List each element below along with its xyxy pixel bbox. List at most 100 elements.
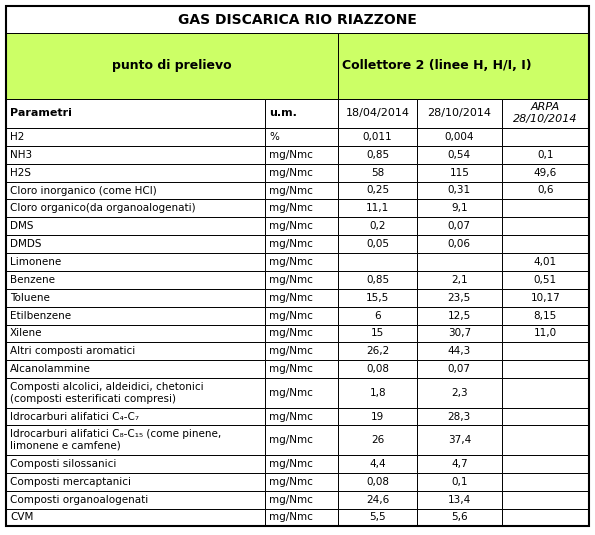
Text: GAS DISCARICA RIO RIAZZONE: GAS DISCARICA RIO RIAZZONE bbox=[178, 13, 417, 27]
Bar bbox=[265, 491, 339, 508]
Text: mg/Nmc: mg/Nmc bbox=[270, 150, 314, 160]
Text: 5,5: 5,5 bbox=[369, 513, 386, 523]
Text: 26: 26 bbox=[371, 435, 384, 445]
Text: Toluene: Toluene bbox=[10, 293, 50, 303]
Bar bbox=[265, 508, 339, 526]
Bar bbox=[265, 98, 339, 128]
Text: Composti alcolici, aldeidici, chetonici
(composti esterificati compresi): Composti alcolici, aldeidici, chetonici … bbox=[10, 382, 203, 404]
Bar bbox=[339, 491, 417, 508]
Text: 15,5: 15,5 bbox=[366, 293, 389, 303]
Bar bbox=[502, 271, 589, 289]
Bar bbox=[339, 128, 417, 146]
Bar bbox=[6, 491, 265, 508]
Bar bbox=[265, 235, 339, 253]
Bar bbox=[339, 181, 417, 200]
Text: 0,85: 0,85 bbox=[366, 275, 389, 285]
Bar bbox=[6, 181, 265, 200]
Bar bbox=[265, 164, 339, 181]
Text: Idrocarburi alifatici C₈-C₁₅ (come pinene,
limonene e camfene): Idrocarburi alifatici C₈-C₁₅ (come pinen… bbox=[10, 430, 221, 451]
Bar bbox=[265, 128, 339, 146]
Text: 0,85: 0,85 bbox=[366, 150, 389, 160]
Text: DMS: DMS bbox=[10, 221, 33, 231]
Text: 0,54: 0,54 bbox=[447, 150, 471, 160]
Text: 0,07: 0,07 bbox=[448, 364, 471, 374]
Text: Composti organoalogenati: Composti organoalogenati bbox=[10, 494, 148, 505]
Text: Altri composti aromatici: Altri composti aromatici bbox=[10, 346, 135, 356]
Bar bbox=[265, 473, 339, 491]
Text: mg/Nmc: mg/Nmc bbox=[270, 186, 314, 195]
Text: Limonene: Limonene bbox=[10, 257, 61, 267]
Bar bbox=[265, 425, 339, 455]
Bar bbox=[502, 455, 589, 473]
Text: 0,2: 0,2 bbox=[369, 221, 386, 231]
Text: Etilbenzene: Etilbenzene bbox=[10, 311, 71, 320]
Text: 6: 6 bbox=[374, 311, 381, 320]
Bar bbox=[502, 289, 589, 307]
Bar bbox=[417, 128, 502, 146]
Bar bbox=[502, 473, 589, 491]
Bar bbox=[502, 307, 589, 325]
Text: NH3: NH3 bbox=[10, 150, 32, 160]
Bar bbox=[502, 200, 589, 217]
Bar bbox=[339, 289, 417, 307]
Bar bbox=[502, 164, 589, 181]
Text: 23,5: 23,5 bbox=[447, 293, 471, 303]
Bar bbox=[339, 360, 417, 378]
Bar bbox=[265, 342, 339, 360]
Bar bbox=[502, 235, 589, 253]
Bar bbox=[339, 235, 417, 253]
Bar bbox=[265, 181, 339, 200]
Bar bbox=[6, 473, 265, 491]
Text: mg/Nmc: mg/Nmc bbox=[270, 346, 314, 356]
Bar bbox=[502, 425, 589, 455]
Text: mg/Nmc: mg/Nmc bbox=[270, 257, 314, 267]
Bar bbox=[417, 342, 502, 360]
Text: 28,3: 28,3 bbox=[447, 411, 471, 422]
Bar bbox=[265, 253, 339, 271]
Bar bbox=[339, 146, 417, 164]
Bar bbox=[417, 508, 502, 526]
Text: 30,7: 30,7 bbox=[447, 328, 471, 339]
Text: 37,4: 37,4 bbox=[447, 435, 471, 445]
Text: mg/Nmc: mg/Nmc bbox=[270, 293, 314, 303]
Bar bbox=[6, 307, 265, 325]
Text: 11,0: 11,0 bbox=[534, 328, 557, 339]
Text: 0,51: 0,51 bbox=[534, 275, 557, 285]
Text: 1,8: 1,8 bbox=[369, 388, 386, 398]
Text: 28/10/2014: 28/10/2014 bbox=[427, 108, 491, 118]
Text: mg/Nmc: mg/Nmc bbox=[270, 275, 314, 285]
Bar bbox=[417, 164, 502, 181]
Bar bbox=[6, 235, 265, 253]
Bar bbox=[417, 360, 502, 378]
Bar bbox=[339, 378, 417, 408]
Text: 0,1: 0,1 bbox=[537, 150, 553, 160]
Bar bbox=[339, 408, 417, 425]
Bar bbox=[339, 33, 589, 98]
Text: 0,6: 0,6 bbox=[537, 186, 553, 195]
Text: 44,3: 44,3 bbox=[447, 346, 471, 356]
Text: mg/Nmc: mg/Nmc bbox=[270, 494, 314, 505]
Bar bbox=[417, 289, 502, 307]
Text: Cloro inorganico (come HCl): Cloro inorganico (come HCl) bbox=[10, 186, 156, 195]
Text: DMDS: DMDS bbox=[10, 239, 42, 249]
Text: 0,08: 0,08 bbox=[366, 364, 389, 374]
Bar bbox=[417, 181, 502, 200]
Text: mg/Nmc: mg/Nmc bbox=[270, 328, 314, 339]
Text: mg/Nmc: mg/Nmc bbox=[270, 221, 314, 231]
Bar bbox=[417, 146, 502, 164]
Text: Idrocarburi alifatici C₄-C₇: Idrocarburi alifatici C₄-C₇ bbox=[10, 411, 139, 422]
Bar bbox=[502, 253, 589, 271]
Bar bbox=[6, 128, 265, 146]
Text: 26,2: 26,2 bbox=[366, 346, 389, 356]
Bar bbox=[265, 455, 339, 473]
Text: 0,25: 0,25 bbox=[366, 186, 389, 195]
Bar bbox=[265, 200, 339, 217]
Bar bbox=[502, 408, 589, 425]
Bar bbox=[502, 98, 589, 128]
Text: 12,5: 12,5 bbox=[447, 311, 471, 320]
Text: H2: H2 bbox=[10, 132, 24, 142]
Bar bbox=[502, 360, 589, 378]
Bar bbox=[417, 235, 502, 253]
Text: 15: 15 bbox=[371, 328, 384, 339]
Text: Cloro organico(da organoalogenati): Cloro organico(da organoalogenati) bbox=[10, 203, 196, 213]
